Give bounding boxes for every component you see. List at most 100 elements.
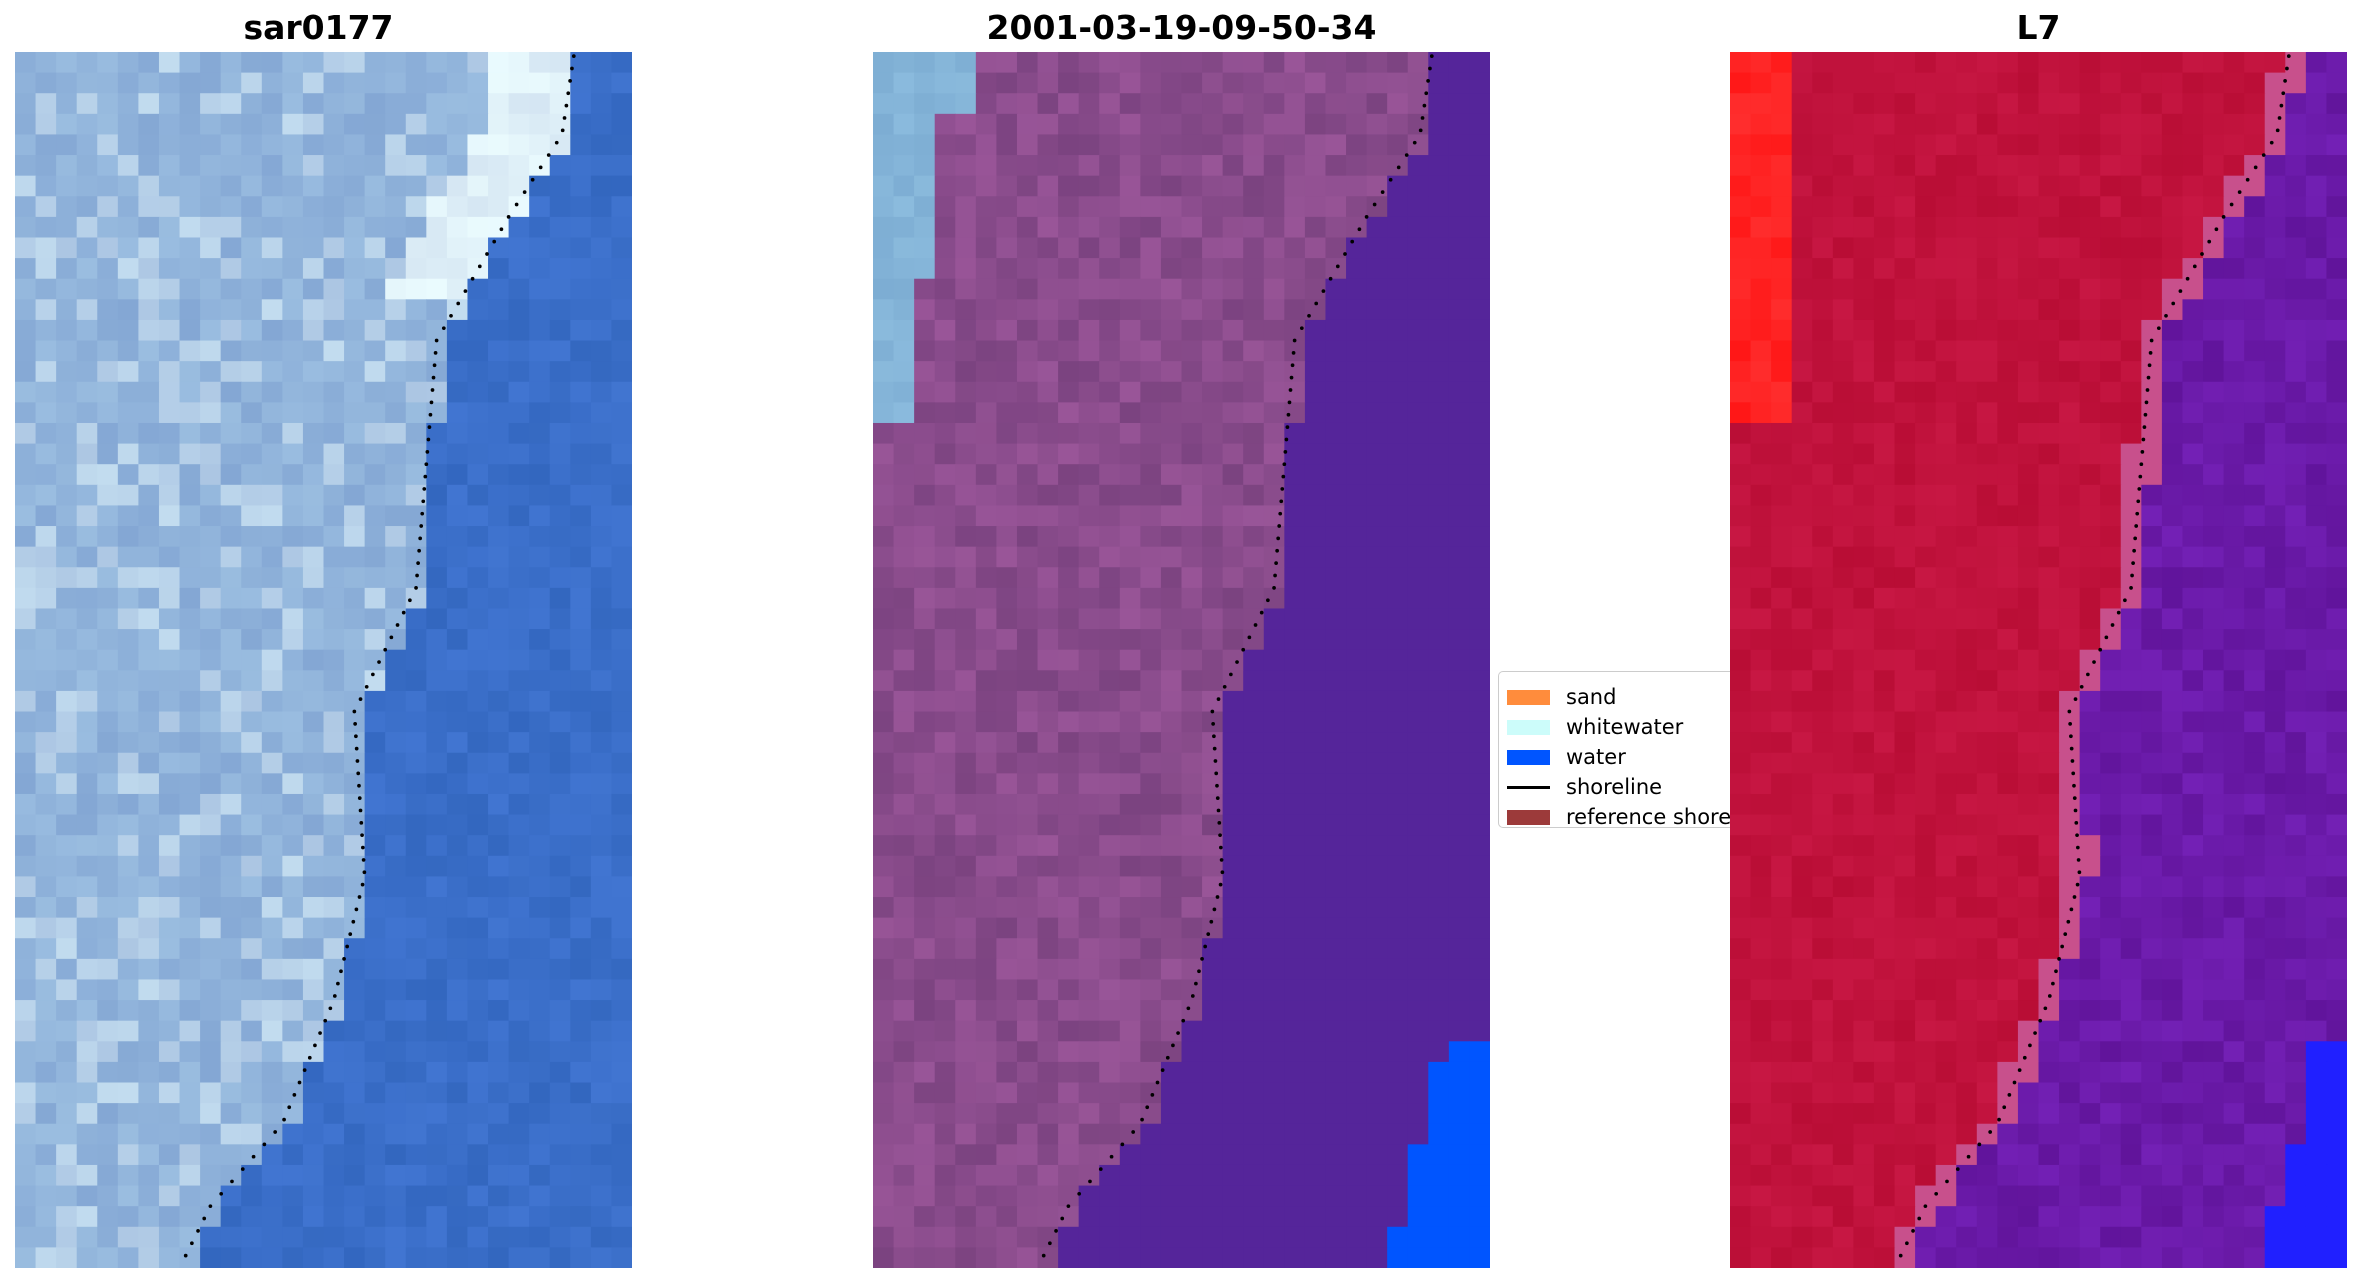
image-pixel [2305, 711, 2328, 733]
image-pixel [955, 1226, 977, 1249]
image-pixel [1853, 670, 1875, 692]
image-pixel [97, 711, 119, 733]
image-pixel [364, 52, 386, 74]
image-pixel [1873, 72, 1896, 94]
image-pixel [302, 1082, 325, 1104]
image-pixel [97, 1247, 119, 1268]
image-pixel [1997, 52, 2019, 74]
image-pixel [1078, 1206, 1100, 1228]
image-pixel [873, 773, 895, 795]
image-pixel [2079, 422, 2101, 445]
image-pixel [56, 484, 78, 507]
image-pixel [2120, 319, 2142, 342]
image-pixel [56, 876, 78, 898]
image-pixel [1469, 72, 1490, 94]
image-pixel [1222, 629, 1244, 651]
image-pixel [1750, 464, 1772, 486]
image-pixel [1304, 711, 1327, 733]
image-pixel [467, 938, 489, 960]
image-pixel [1428, 155, 1450, 177]
image-pixel [1366, 443, 1388, 465]
image-pixel [138, 443, 160, 465]
image-pixel [2017, 835, 2040, 857]
image-pixel [405, 1206, 427, 1228]
image-pixel [446, 1185, 469, 1207]
image-pixel [405, 464, 427, 486]
image-pixel [996, 340, 1018, 362]
image-pixel [467, 876, 489, 898]
image-pixel [955, 1206, 977, 1228]
shoreline-dot [1282, 462, 1287, 467]
image-pixel [1078, 319, 1100, 342]
image-pixel [1222, 1082, 1244, 1104]
image-pixel [1366, 1144, 1388, 1166]
image-pixel [1346, 711, 1368, 733]
image-pixel [2079, 670, 2101, 692]
image-pixel [1202, 793, 1224, 816]
image-pixel [1160, 1164, 1183, 1187]
image-pixel [975, 587, 998, 610]
image-pixel [1791, 340, 1813, 362]
image-pixel [1140, 93, 1162, 115]
image-pixel [1263, 608, 1285, 630]
shoreline-dot [571, 54, 576, 58]
image-pixel [1771, 340, 1793, 362]
image-pixel [1346, 835, 1368, 857]
image-pixel [385, 711, 407, 733]
image-pixel [1078, 587, 1100, 610]
image-pixel [1119, 711, 1141, 733]
image-pixel [179, 1144, 201, 1166]
shoreline-dot [359, 820, 364, 825]
image-pixel [1832, 299, 1855, 321]
image-pixel [1935, 443, 1957, 465]
image-pixel [955, 93, 977, 115]
image-pixel [1771, 670, 1793, 692]
image-pixel [1119, 1226, 1141, 1249]
image-pixel [1853, 649, 1875, 671]
image-pixel [1407, 629, 1429, 651]
image-pixel [996, 505, 1018, 527]
image-pixel [2100, 72, 2122, 94]
image-pixel [1325, 855, 1347, 878]
image-pixel [1222, 443, 1244, 465]
image-pixel [344, 567, 366, 589]
image-pixel [2305, 175, 2328, 197]
image-pixel [1016, 1206, 1039, 1228]
image-pixel [1160, 258, 1183, 280]
image-pixel [1771, 876, 1793, 898]
image-pixel [385, 299, 407, 321]
image-pixel [1202, 52, 1224, 74]
image-pixel [241, 340, 263, 362]
image-pixel [76, 670, 98, 692]
shoreline-dot [1155, 1080, 1160, 1085]
image-pixel [996, 835, 1018, 857]
image-pixel [1346, 422, 1368, 445]
shoreline-dot [1280, 487, 1285, 491]
image-pixel [1202, 381, 1224, 403]
image-pixel [2264, 278, 2286, 300]
image-pixel [1160, 299, 1183, 321]
image-pixel [508, 464, 530, 486]
image-pixel [1730, 134, 1752, 156]
image-pixel [914, 505, 936, 527]
image-pixel [570, 443, 592, 465]
image-pixel [2285, 155, 2307, 177]
image-pixel [1222, 526, 1244, 548]
image-pixel [2244, 876, 2266, 898]
image-pixel [893, 175, 915, 197]
image-pixel [1140, 422, 1162, 445]
image-pixel [97, 773, 119, 795]
image-pixel [1160, 917, 1183, 939]
image-pixel [1202, 876, 1224, 898]
image-pixel [76, 526, 98, 548]
shoreline-dot [371, 672, 375, 677]
image-pixel [1791, 773, 1813, 795]
image-pixel [1956, 546, 1978, 568]
shoreline-dot [1218, 833, 1222, 838]
image-pixel [2285, 72, 2307, 94]
image-pixel [282, 1041, 304, 1063]
image-pixel [1873, 732, 1896, 754]
image-pixel [570, 732, 592, 754]
image-pixel [1304, 1041, 1327, 1063]
image-pixel [241, 958, 263, 981]
